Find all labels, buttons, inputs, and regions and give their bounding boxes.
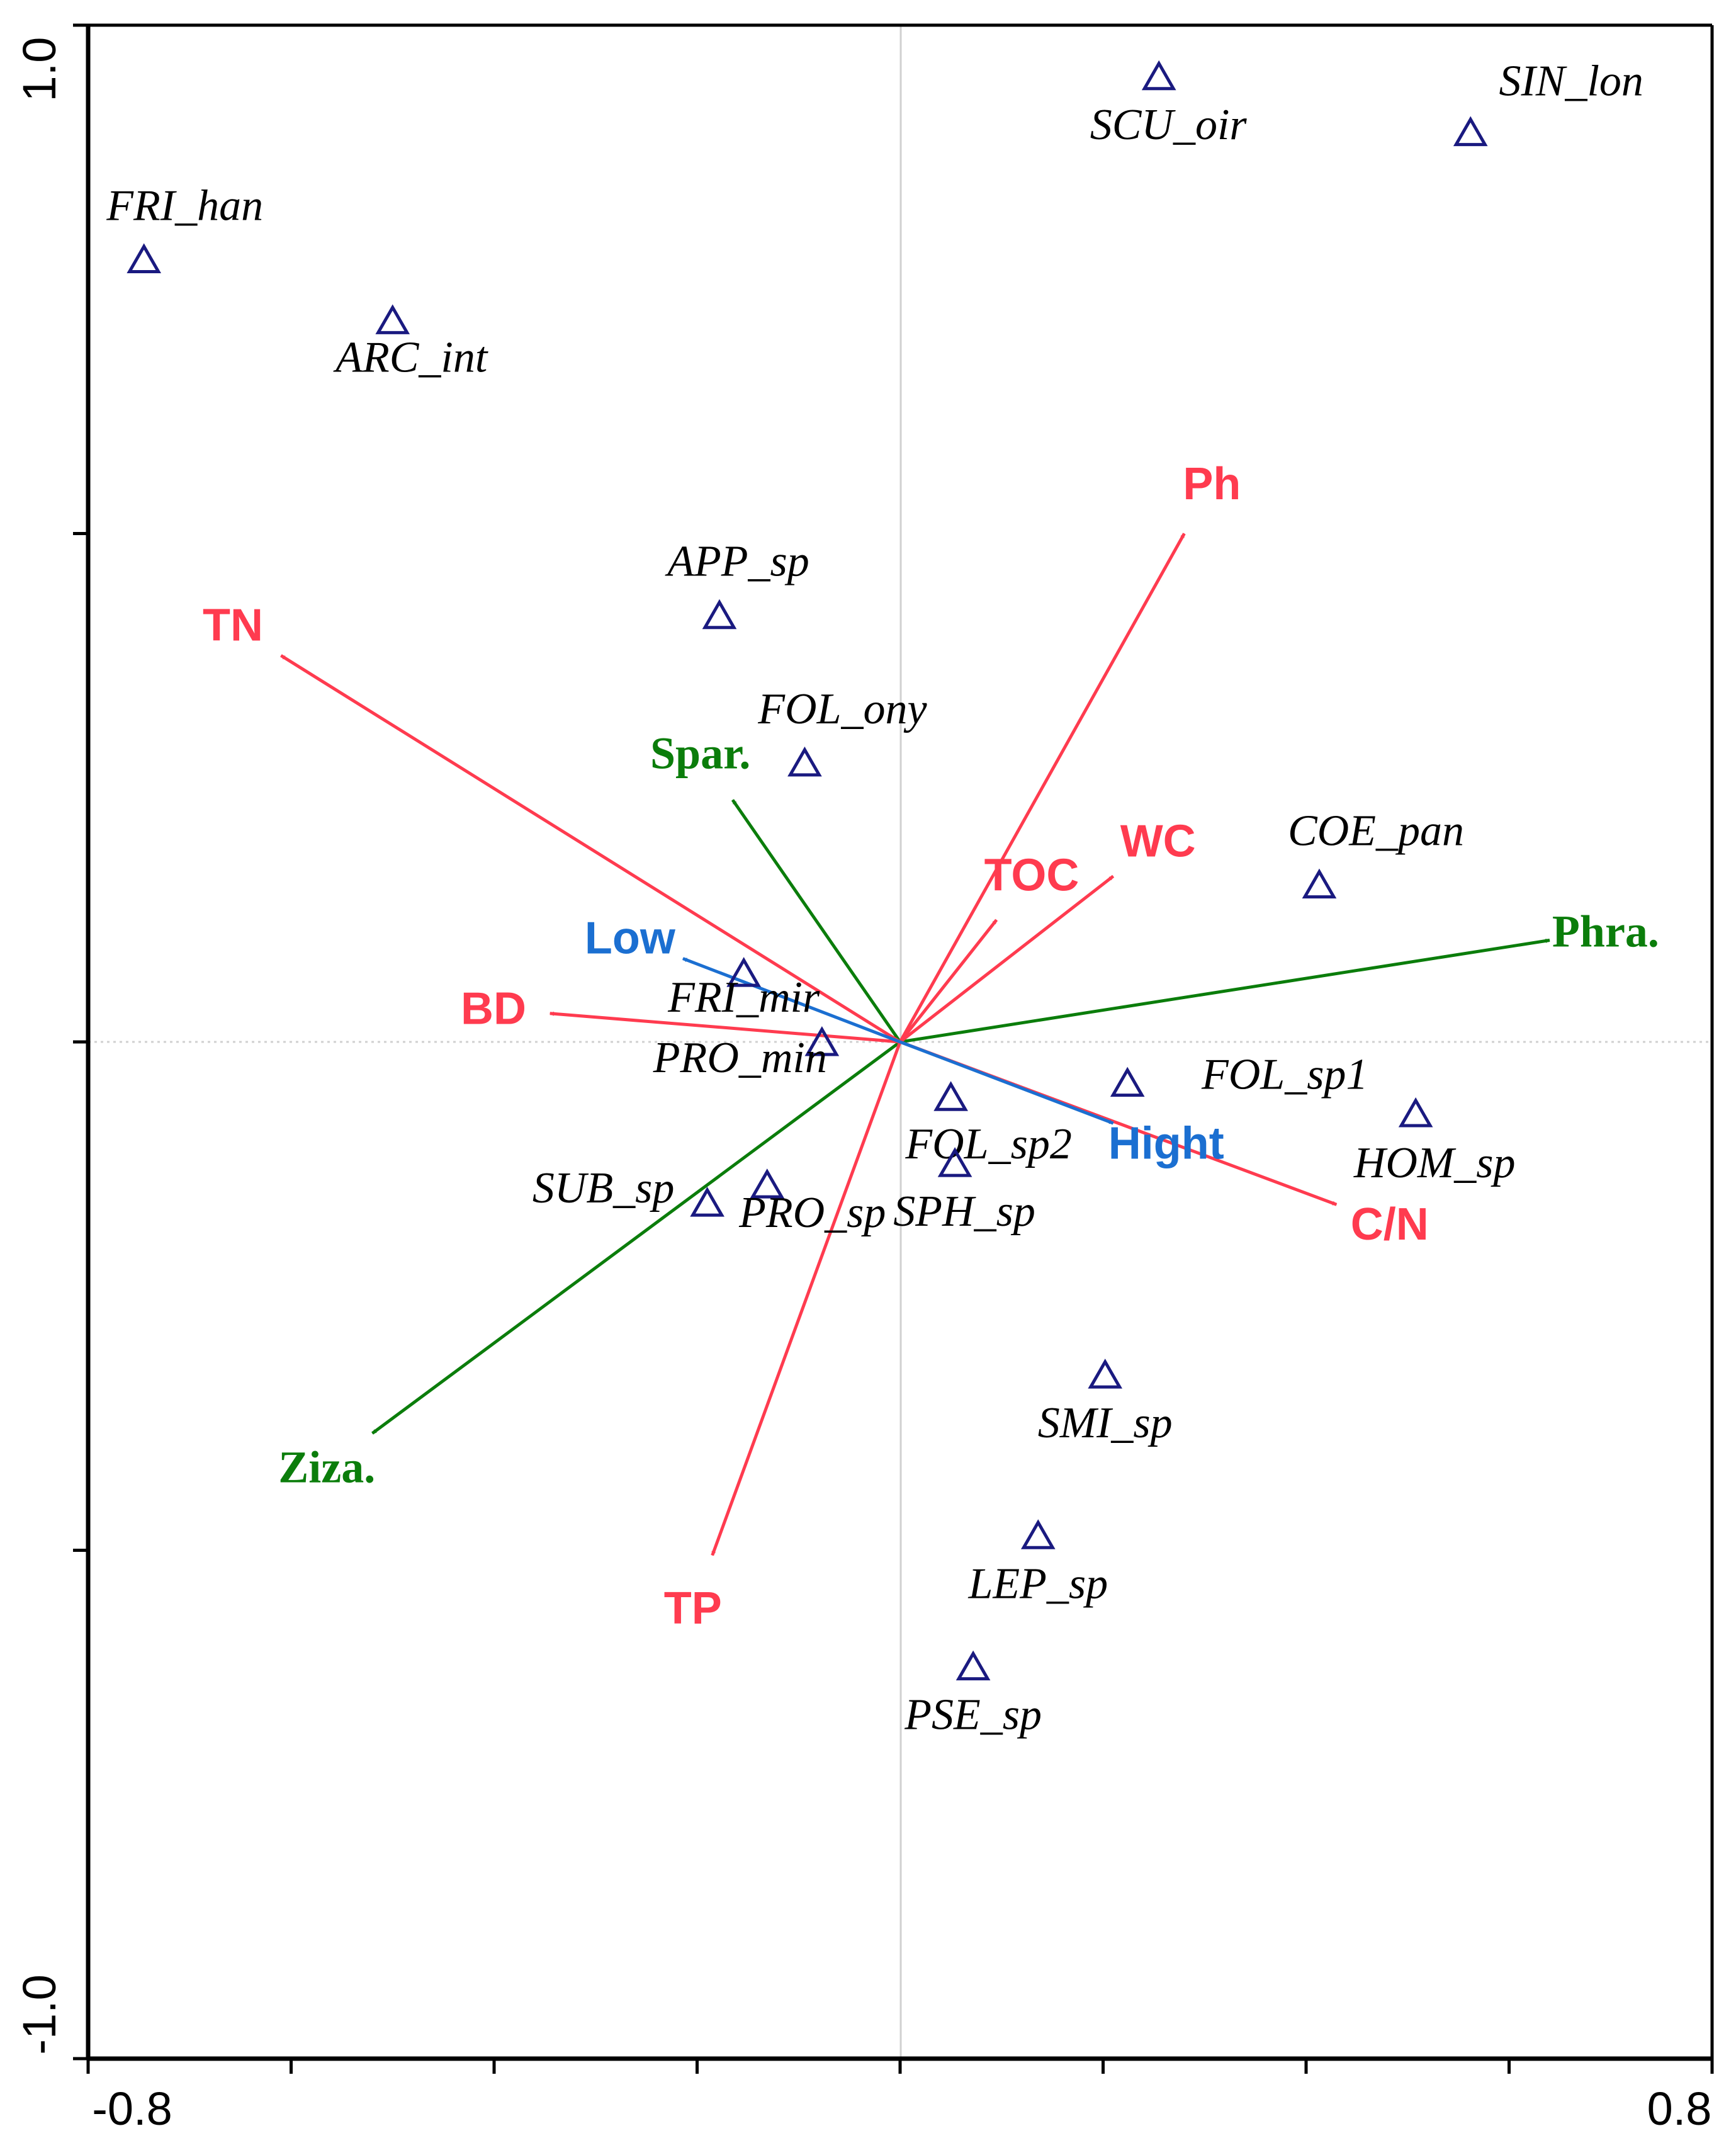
- elevation-label-low: Low: [585, 913, 676, 963]
- species-point-pse-sp: [955, 1650, 991, 1681]
- vegetation-vector-ziza: [371, 1040, 901, 1435]
- soil-vector-bd: [549, 1011, 901, 1044]
- species-label-app-sp: APP_sp: [665, 538, 809, 586]
- species-label-sin-lon: SIN_lon: [1499, 57, 1643, 106]
- elevation-vector-low: [682, 957, 901, 1044]
- species-point-smi-sp: [1088, 1359, 1123, 1389]
- species-label-fri-han: FRI_han: [106, 181, 263, 230]
- species-label-hom-sp: HOM_sp: [1353, 1139, 1516, 1187]
- species-label-pse-sp: PSE_sp: [904, 1691, 1042, 1739]
- vegetation-label-phra: Phra.: [1552, 907, 1659, 957]
- soil-vector-ph: [898, 533, 1186, 1043]
- x-tick-label-max: 0.8: [1647, 2083, 1712, 2135]
- species-points: SCU_oir FRI_han ARC_int SIN_lon APP_sp FOL_on…: [106, 57, 1643, 1739]
- soil-label-tn: TN: [203, 601, 263, 651]
- species-point-fol-sp2: [933, 1081, 968, 1111]
- species-point-coe-pan: [1302, 868, 1337, 899]
- axis-ticks: [73, 23, 1714, 2074]
- species-label-sph-sp: SPH_sp: [893, 1187, 1035, 1236]
- soil-label-bd: BD: [461, 983, 526, 1034]
- species-label-coe-pan: COE_pan: [1288, 807, 1464, 856]
- species-label-sub-sp: SUB_sp: [533, 1164, 675, 1213]
- species-point-hom-sp: [1398, 1097, 1433, 1128]
- vegetation-label-ziza: Ziza.: [278, 1442, 375, 1492]
- species-label-arc-int: ARC_int: [333, 333, 488, 382]
- soil-label-cn: C/N: [1351, 1199, 1429, 1250]
- soil-vector-tp: [711, 1041, 902, 1556]
- elevation-vector-hight: [899, 1040, 1114, 1125]
- species-label-pro-sp: PRO_sp: [738, 1189, 886, 1237]
- elevation-label-hight: Hight: [1108, 1118, 1224, 1168]
- soil-label-ph: Ph: [1183, 459, 1241, 509]
- species-label-fol-ony: FOL_ony: [757, 685, 927, 733]
- species-point-scu-oir: [1141, 60, 1176, 91]
- species-label-pro-min: PRO_min: [653, 1034, 827, 1082]
- soil-vector-tn: [280, 654, 901, 1044]
- species-label-fol-sp2: FOL_sp2: [905, 1120, 1071, 1168]
- species-point-fri-han: [127, 243, 162, 273]
- species-point-fol-sp1: [1110, 1066, 1145, 1097]
- x-tick-label-min: -0.8: [92, 2083, 172, 2135]
- species-point-sph-sp: [937, 1147, 972, 1177]
- species-label-lep-sp: LEP_sp: [967, 1559, 1108, 1608]
- species-label-fri-mir: FRI_mir: [667, 973, 820, 1022]
- species-point-sin-lon: [1453, 116, 1488, 147]
- soil-label-wc: WC: [1120, 817, 1196, 867]
- species-point-pro-sp: [750, 1168, 785, 1199]
- environment-vectors: Spar. Phra. Ziza. Ph TN WC TOC BD C/N TP Low Hight: [203, 459, 1659, 1634]
- species-point-fol-ony: [787, 746, 822, 777]
- species-label-scu-oir: SCU_oir: [1090, 101, 1248, 149]
- vegetation-vector-spar: [731, 799, 902, 1043]
- species-point-fri-mir: [726, 957, 761, 987]
- species-point-arc-int: [375, 304, 410, 334]
- y-tick-label-max: 1.0: [13, 37, 65, 102]
- species-point-app-sp: [702, 599, 737, 630]
- soil-vector-wc: [899, 874, 1115, 1043]
- soil-label-toc: TOC: [984, 851, 1079, 901]
- vegetation-vector-phra: [899, 939, 1550, 1044]
- vegetation-label-spar: Spar.: [650, 728, 750, 779]
- species-label-fol-sp1: FOL_sp1: [1201, 1051, 1368, 1099]
- species-point-sub-sp: [690, 1187, 724, 1217]
- soil-label-tp: TP: [664, 1583, 722, 1634]
- species-point-pro-min: [804, 1026, 840, 1056]
- y-tick-label-min: -1.0: [13, 1974, 65, 2055]
- species-point-lep-sp: [1020, 1519, 1056, 1549]
- soil-vector-toc: [899, 919, 998, 1043]
- species-label-smi-sp: SMI_sp: [1038, 1399, 1173, 1447]
